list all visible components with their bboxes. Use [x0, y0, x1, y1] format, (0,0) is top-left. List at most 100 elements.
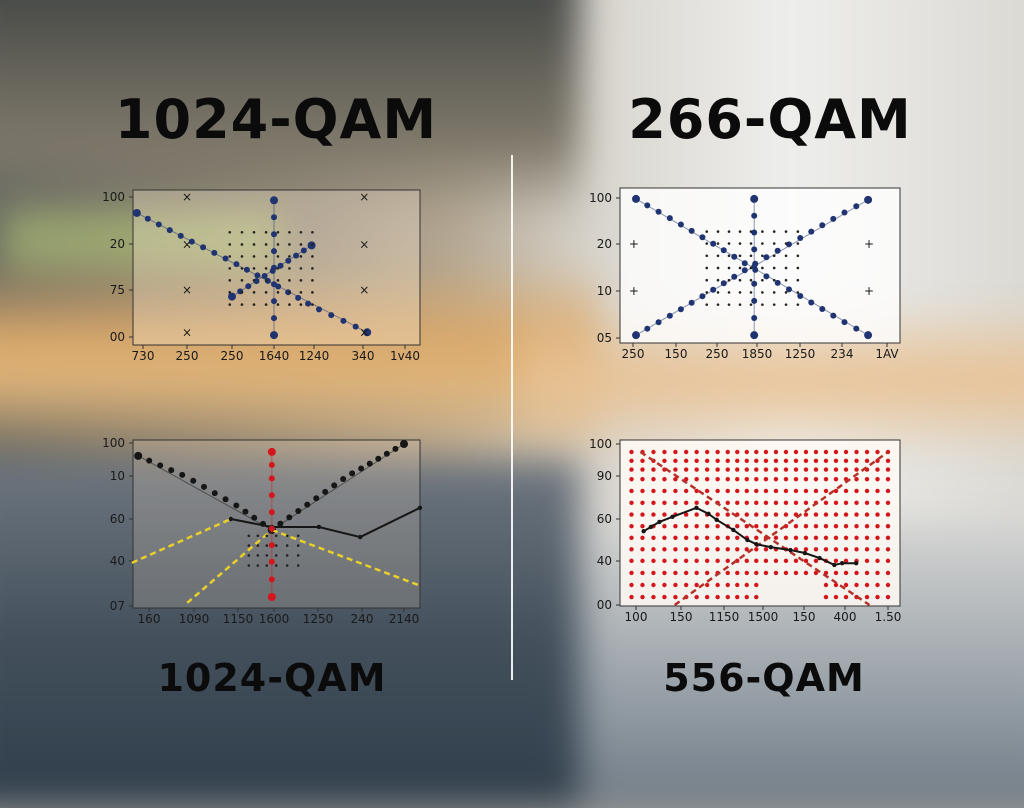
- constellation-point: [640, 535, 645, 540]
- constellation-point: [299, 303, 303, 306]
- constellation-point: [274, 534, 278, 538]
- data-point: [328, 312, 335, 319]
- y-tick-label: 10: [110, 469, 125, 483]
- constellation-point: [864, 594, 870, 600]
- constellation-point: [247, 564, 251, 567]
- x-tick-label: 340: [352, 349, 375, 363]
- constellation-point: [725, 500, 730, 505]
- constellation-point: [694, 476, 699, 482]
- data-point: [670, 514, 675, 520]
- chart-4: 100 150 1150 1500 150 400 1.50 00 40 60 90 100: [589, 437, 901, 624]
- data-point: [179, 471, 186, 478]
- series-6: [271, 528, 419, 587]
- constellation-point: [749, 230, 753, 233]
- constellation-point: [285, 544, 289, 547]
- constellation-point: [651, 449, 656, 455]
- constellation-point: [749, 278, 753, 282]
- data-point: [745, 537, 750, 543]
- constellation-point: [727, 254, 731, 258]
- constellation-point: [761, 242, 764, 245]
- constellation-point: [875, 449, 880, 455]
- constellation-point: [763, 458, 769, 463]
- series-1: [629, 449, 891, 600]
- constellation-point: [662, 458, 667, 463]
- constellation-point: [864, 476, 870, 482]
- constellation-point: [803, 558, 809, 564]
- marker-point: +: [864, 284, 874, 298]
- constellation-point: [754, 558, 759, 564]
- x-tick-label: 234: [831, 347, 854, 361]
- constellation-point: [274, 544, 278, 547]
- constellation-point: [285, 564, 289, 567]
- constellation-point: [754, 547, 759, 552]
- series-5: + + + +: [629, 237, 874, 298]
- constellation-point: [704, 458, 710, 463]
- constellation-point: [240, 243, 244, 246]
- constellation-point: [803, 458, 809, 463]
- series-3: [673, 450, 889, 607]
- constellation-point: [833, 594, 839, 600]
- constellation-point: [803, 500, 809, 505]
- constellation-point: [744, 558, 749, 564]
- constellation-point: [864, 512, 870, 517]
- data-point: [168, 467, 175, 474]
- y-tick-label: 20: [110, 237, 125, 251]
- constellation-point: [683, 458, 689, 463]
- constellation-point: [673, 535, 678, 540]
- constellation-point: [761, 278, 764, 282]
- constellation-point: [288, 243, 291, 246]
- constellation-point: [705, 254, 709, 258]
- data-point: [349, 470, 356, 477]
- constellation-point: [854, 500, 859, 505]
- constellation-point: [843, 535, 849, 540]
- marker-point: +: [629, 284, 639, 298]
- dashed-line: [131, 517, 232, 564]
- constellation-point: [276, 267, 280, 270]
- constellation-point: [885, 582, 891, 588]
- data-point: [839, 561, 845, 566]
- constellation-point: [276, 279, 280, 282]
- constellation-point: [875, 467, 880, 472]
- constellation-point: [662, 449, 667, 455]
- constellation-point: [749, 254, 753, 258]
- constellation-point: [725, 458, 730, 463]
- constellation-point: [885, 535, 891, 540]
- constellation-point: [772, 242, 776, 245]
- constellation-point: [854, 512, 859, 517]
- x-tick-label: 400: [834, 610, 857, 624]
- constellation-point: [773, 500, 779, 505]
- y-tick-label: 40: [110, 554, 125, 568]
- constellation-point: [629, 582, 634, 588]
- constellation-point: [754, 570, 759, 576]
- series-4: [131, 517, 232, 564]
- constellation-point: [793, 558, 799, 564]
- constellation-point: [629, 488, 634, 494]
- constellation-point: [727, 266, 731, 270]
- constellation-point: [783, 512, 789, 517]
- constellation-point: [694, 500, 699, 505]
- series-line: [136, 212, 368, 333]
- data-point: [295, 294, 302, 301]
- constellation-point: [662, 582, 667, 588]
- constellation-point: [683, 570, 689, 576]
- constellation-point: [738, 291, 742, 294]
- constellation-point: [727, 242, 731, 245]
- constellation-point: [813, 449, 819, 455]
- constellation-point: [640, 500, 645, 505]
- y-tick-label: 20: [597, 237, 612, 251]
- constellation-point: [813, 488, 819, 494]
- constellation-point: [694, 594, 699, 600]
- constellation-point: [228, 267, 232, 270]
- constellation-point: [833, 476, 839, 482]
- constellation-point: [754, 449, 759, 455]
- constellation-point: [694, 535, 699, 540]
- data-point: [694, 505, 699, 511]
- constellation-point: [875, 547, 880, 552]
- constellation-point: [854, 547, 859, 552]
- constellation-point: [738, 230, 742, 233]
- data-point: [340, 476, 347, 483]
- constellation-point: [813, 558, 819, 564]
- constellation-point: [265, 544, 269, 547]
- y-tick-label: 100: [589, 437, 612, 451]
